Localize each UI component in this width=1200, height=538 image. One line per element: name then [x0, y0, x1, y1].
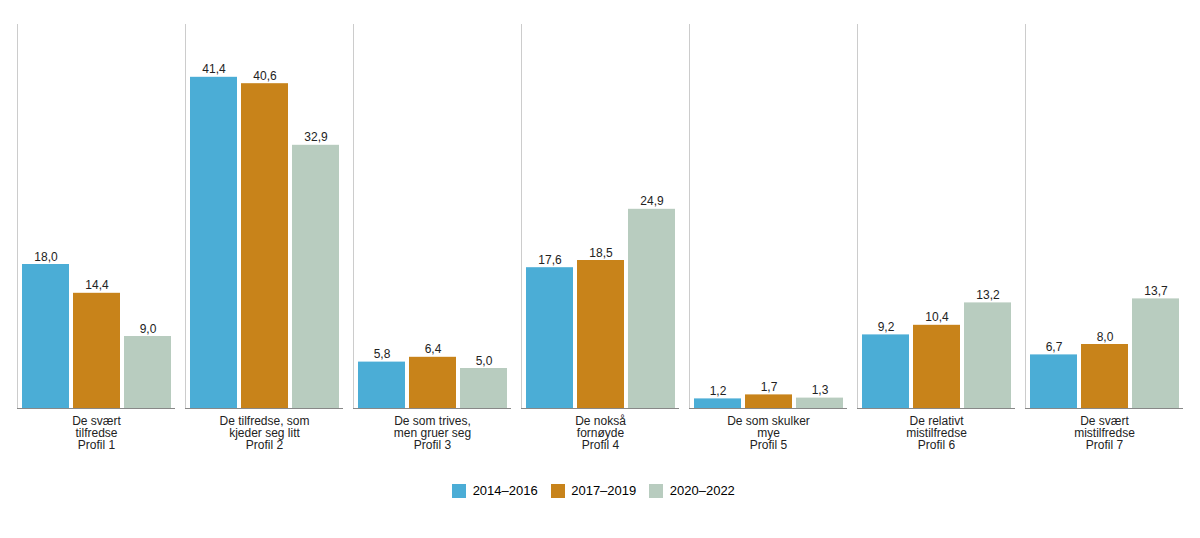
- svg-text:10,4: 10,4: [925, 310, 949, 324]
- svg-text:De noksåfornøydeProfil 4: De noksåfornøydeProfil 4: [575, 414, 626, 452]
- svg-text:17,6: 17,6: [538, 253, 562, 267]
- html-text:2020–2022: 2020–2022: [669, 483, 735, 498]
- html-text:2017–2019: 2017–2019: [571, 483, 637, 498]
- svg-text:13,2: 13,2: [976, 288, 1000, 302]
- html-text:2014–2016: 2014–2016: [472, 483, 538, 498]
- svg-text:9,0: 9,0: [140, 322, 157, 336]
- svg-text:6,7: 6,7: [1046, 340, 1063, 354]
- svg-text:24,9: 24,9: [640, 194, 664, 208]
- svg-text:1,2: 1,2: [710, 384, 727, 398]
- svg-text:18,5: 18,5: [589, 246, 613, 260]
- svg-text:1,7: 1,7: [761, 380, 778, 394]
- svg-text:1,3: 1,3: [812, 383, 829, 397]
- svg-text:13,7: 13,7: [1144, 284, 1168, 298]
- svg-text:5,8: 5,8: [374, 347, 391, 361]
- svg-text:De som trives,men gruer segPro: De som trives,men gruer segProfil 3: [394, 414, 471, 452]
- svg-text:14,4: 14,4: [85, 278, 109, 292]
- svg-text:De sværtmistilfredseProfil 7: De sværtmistilfredseProfil 7: [1074, 414, 1135, 452]
- svg-text:41,4: 41,4: [202, 62, 226, 76]
- svg-text:32,9: 32,9: [304, 130, 328, 144]
- svg-text:De som skulkermyeProfil 5: De som skulkermyeProfil 5: [727, 414, 810, 452]
- svg-text:De sværttilfredseProfil 1: De sværttilfredseProfil 1: [72, 414, 121, 452]
- svg-text:5,0: 5,0: [476, 354, 493, 368]
- svg-text:9,2: 9,2: [878, 320, 895, 334]
- svg-text:18,0: 18,0: [34, 250, 58, 264]
- svg-text:De tilfredse, somkjeder seg li: De tilfredse, somkjeder seg littProfil 2: [219, 414, 309, 452]
- svg-text:De relativtmistilfredseProfil: De relativtmistilfredseProfil 6: [906, 414, 967, 452]
- svg-text:6,4: 6,4: [425, 342, 442, 356]
- svg-text:8,0: 8,0: [1097, 330, 1114, 344]
- svg-text:40,6: 40,6: [253, 69, 277, 83]
